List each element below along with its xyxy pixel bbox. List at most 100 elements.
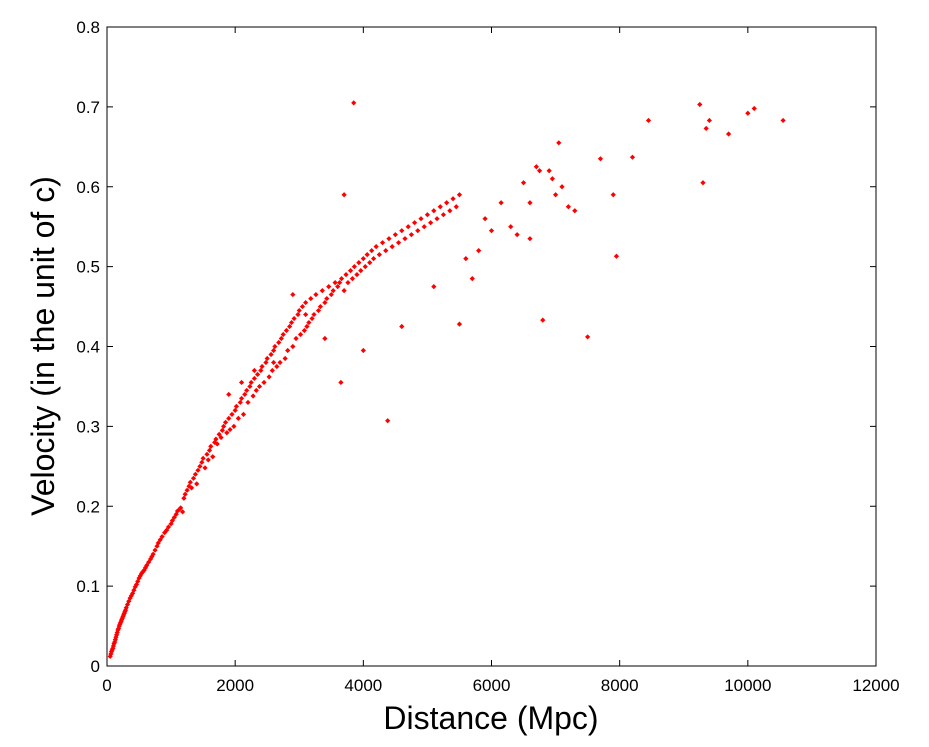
data-point xyxy=(645,117,652,124)
data-point xyxy=(247,383,253,390)
data-point xyxy=(341,287,347,294)
data-point xyxy=(498,200,504,206)
x-tick-label: 2000 xyxy=(216,676,254,695)
data-point xyxy=(238,395,245,402)
y-axis-title: Velocity (in the unit of c) xyxy=(25,176,61,516)
data-point xyxy=(159,534,165,540)
data-point xyxy=(370,256,377,262)
data-point xyxy=(315,307,322,314)
data-point xyxy=(283,327,290,334)
data-point xyxy=(431,208,437,214)
data-point xyxy=(533,164,539,170)
data-point xyxy=(546,168,552,174)
data-point xyxy=(226,415,232,421)
data-point xyxy=(697,101,703,108)
data-point xyxy=(317,303,323,310)
data-point xyxy=(706,117,712,124)
data-point xyxy=(597,156,604,162)
data-point xyxy=(330,287,336,294)
data-point xyxy=(337,280,343,286)
data-point xyxy=(194,481,200,487)
data-point xyxy=(629,154,636,160)
data-point xyxy=(248,379,254,386)
y-tick-label: 0.1 xyxy=(76,577,100,596)
data-point xyxy=(303,311,309,318)
data-point xyxy=(278,335,284,342)
data-point xyxy=(222,419,229,425)
data-point xyxy=(450,196,456,202)
data-point xyxy=(238,379,245,386)
data-point xyxy=(133,581,140,588)
data-point xyxy=(488,228,495,234)
data-point xyxy=(235,415,241,421)
x-axis: 0 2000 4000 6000 8000 10000 12000 xyxy=(102,27,900,695)
data-point xyxy=(373,244,379,250)
data-point xyxy=(434,216,440,222)
data-point xyxy=(297,331,304,338)
data-point xyxy=(285,347,291,354)
data-point xyxy=(218,434,224,441)
data-point xyxy=(272,343,278,350)
data-point xyxy=(745,110,751,116)
y-tick-label: 0.8 xyxy=(76,18,100,37)
data-point xyxy=(415,228,421,234)
data-point xyxy=(418,216,424,222)
data-point xyxy=(181,495,187,501)
data-point xyxy=(726,131,732,137)
data-point xyxy=(287,323,293,330)
data-point xyxy=(168,521,174,527)
data-point xyxy=(232,407,238,413)
data-point xyxy=(256,383,263,390)
data-point xyxy=(259,363,265,370)
x-tick-label: 8000 xyxy=(601,676,639,695)
data-point xyxy=(114,629,120,636)
data-point xyxy=(311,311,317,318)
data-point xyxy=(527,200,533,206)
data-point xyxy=(182,491,188,497)
data-point xyxy=(613,253,620,259)
data-point xyxy=(205,457,211,463)
data-point xyxy=(303,299,309,306)
data-point xyxy=(268,351,274,358)
data-point xyxy=(280,331,286,338)
x-axis-title: Distance (Mpc) xyxy=(383,700,598,736)
data-point xyxy=(362,264,368,270)
data-point xyxy=(328,291,334,298)
y-tick-label: 0.3 xyxy=(76,417,100,436)
data-point xyxy=(700,180,706,186)
data-point xyxy=(385,418,391,424)
data-point xyxy=(395,240,402,246)
data-point xyxy=(190,475,197,481)
data-point xyxy=(431,283,437,290)
y-axis: 0 0.1 0.2 0.3 0.4 0.5 0.6 0.7 0.8 xyxy=(76,18,876,676)
data-point xyxy=(141,567,147,573)
data-point xyxy=(135,578,141,584)
data-point xyxy=(364,252,370,258)
data-point xyxy=(290,343,296,350)
data-point xyxy=(463,256,469,262)
data-point xyxy=(585,334,591,340)
data-point xyxy=(245,399,251,406)
data-point xyxy=(176,506,183,513)
data-point xyxy=(282,355,288,362)
data-point xyxy=(428,220,434,226)
data-point xyxy=(213,436,219,442)
data-point xyxy=(356,260,362,266)
data-point xyxy=(200,455,206,461)
data-point xyxy=(341,192,347,198)
data-point xyxy=(184,487,190,493)
data-point xyxy=(703,125,709,132)
data-point xyxy=(349,276,356,282)
data-point xyxy=(412,220,418,226)
data-point xyxy=(399,323,405,330)
data-point xyxy=(212,439,218,445)
y-tick-label: 0.6 xyxy=(76,178,100,197)
data-point xyxy=(202,465,208,471)
data-point xyxy=(261,379,267,386)
data-point xyxy=(389,244,395,250)
data-point xyxy=(254,371,261,378)
data-point xyxy=(229,411,235,417)
data-point xyxy=(274,363,280,370)
data-point xyxy=(540,317,546,323)
